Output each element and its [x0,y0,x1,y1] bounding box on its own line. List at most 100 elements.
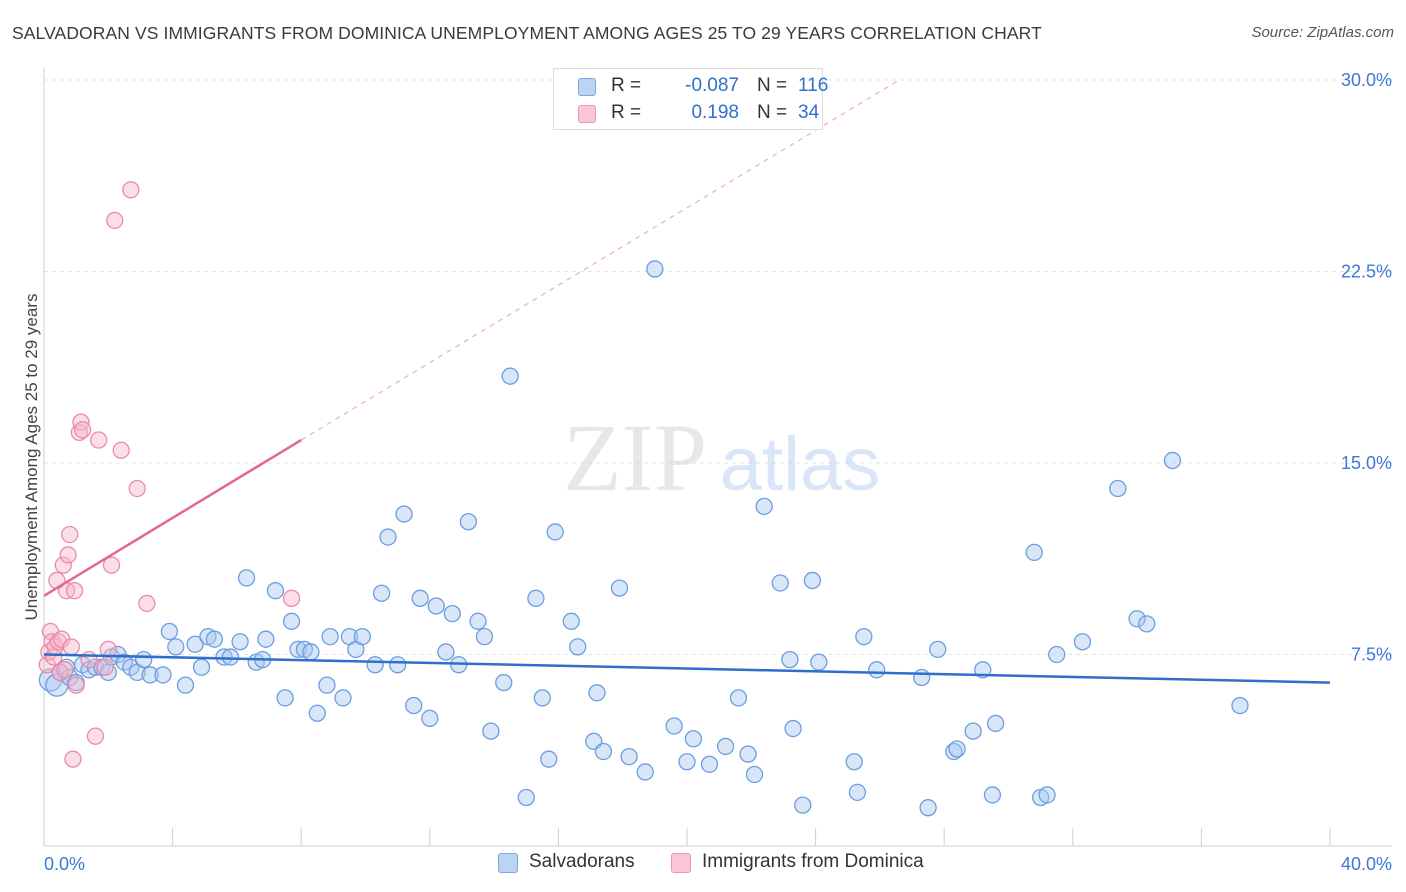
salvadorans-point [569,638,587,656]
watermark-atlas: atlas [720,422,881,507]
dominica-points [38,181,301,768]
dominica-point [62,638,80,656]
tick-labels: 7.5% 15.0% 22.5% 30.0% 0.0% 40.0% [44,70,1392,874]
y-tick-label: 7.5% [1351,645,1392,665]
salvadorans-point [868,661,886,679]
salvadorans-point [948,740,966,758]
legend-label-dominica: Immigrants from Dominica [702,851,924,872]
salvadorans-point [308,704,326,722]
dominica-point [86,727,105,745]
legend-n-value: 34 [798,102,820,123]
salvadorans-point [855,627,873,646]
salvadorans-point [437,643,455,661]
salvadorans-point [427,597,445,615]
salvadorans-point [729,689,748,707]
dominica-trend-line [43,438,302,597]
dominica-point [112,441,130,459]
dominica-point [56,661,74,679]
salvadorans-point [1048,645,1066,664]
legend-label-salvadorans: Salvadorans [529,851,635,872]
legend-r-value: -0.087 [685,75,739,96]
dominica-point [282,589,301,607]
salvadorans-point [755,497,773,516]
salvadorans-point [135,650,153,669]
dominica-point [61,525,79,544]
salvadorans-point [533,689,551,707]
dominica-point [73,421,92,439]
legend-n-value: 116 [798,75,829,96]
salvadorans-point [610,579,629,597]
salvadorans-points [38,260,1249,817]
salvadorans-point [527,589,545,607]
salvadorans-point [848,783,867,802]
salvadorans-point [636,763,654,781]
salvadorans-point [469,612,487,630]
dominica-point [138,594,156,613]
chart-title: SALVADORAN VS IMMIGRANTS FROM DOMINICA U… [12,23,1042,43]
dominica-point [49,633,68,651]
salvadorans-point [266,582,285,600]
salvadorans-point [495,673,513,692]
salvadorans-point [289,640,307,659]
salvadorans-point [945,742,963,761]
correlation-legend: R = -0.087 N = 116 R = 0.198 N = 34 [553,68,828,130]
salvadorans-point [562,612,580,630]
salvadorans-point [276,689,294,707]
axis-layer [43,68,1392,847]
salvadorans-point [482,722,500,740]
dominica-point [65,582,84,600]
salvadorans-point [771,574,789,592]
salvadorans-point [983,786,1002,804]
dominica-point [128,479,146,498]
legend-n-label: N = [757,102,788,123]
salvadorans-point [141,666,159,684]
x-tick-label: 40.0% [1341,854,1392,874]
salvadorans-point [745,765,764,784]
salvadorans-point [221,648,240,666]
legend-r-label: R = [611,102,642,123]
y-tick-label: 15.0% [1341,453,1392,473]
salvadorans-point [684,730,703,748]
salvadorans-point [810,653,828,671]
salvadorans-point [986,714,1005,733]
salvadorans-point [620,747,638,766]
legend-r-label: R = [611,75,642,96]
salvadorans-point [443,604,461,623]
salvadorans-point [678,753,696,771]
salvadorans-point [318,676,336,694]
salvadorans-point [388,656,407,674]
watermark: ZIP atlas [563,404,880,511]
dominica-point [102,556,121,574]
salvadorans-point [1138,615,1156,633]
salvadorans-point [739,745,757,763]
series-legend: Salvadorans Immigrants from Dominica [0,851,1406,877]
dominica-point [122,181,140,199]
dominica-point [59,546,77,564]
dominica-point [51,663,69,682]
salvadorans-point [372,584,391,602]
salvadorans-point [395,505,413,523]
salvadorans-point [1163,451,1182,470]
salvadorans-point [257,630,275,648]
grid-layer [44,79,1392,655]
trend-lines [43,79,1331,684]
legend-r-value: 0.198 [691,102,739,123]
legend-swatch-blue [498,853,518,873]
salvadorans-point [353,627,371,646]
dominica-point [90,431,108,449]
legend-swatch-pink [671,853,691,873]
salvadorans-point [167,638,185,656]
salvadorans-point [540,750,558,768]
salvadorans-point [784,719,802,738]
salvadorans-point [176,676,195,694]
salvadorans-point [160,622,179,641]
salvadorans-point [546,523,564,541]
dominica-trend-extension [300,79,900,441]
salvadorans-point [1109,479,1127,498]
source-label: Source: ZipAtlas.com [1251,24,1394,41]
salvadorans-point [588,684,606,702]
y-tick-label: 22.5% [1341,262,1392,282]
dominica-point [54,556,72,574]
salvadorans-point [186,635,204,653]
dominica-point [106,211,124,230]
